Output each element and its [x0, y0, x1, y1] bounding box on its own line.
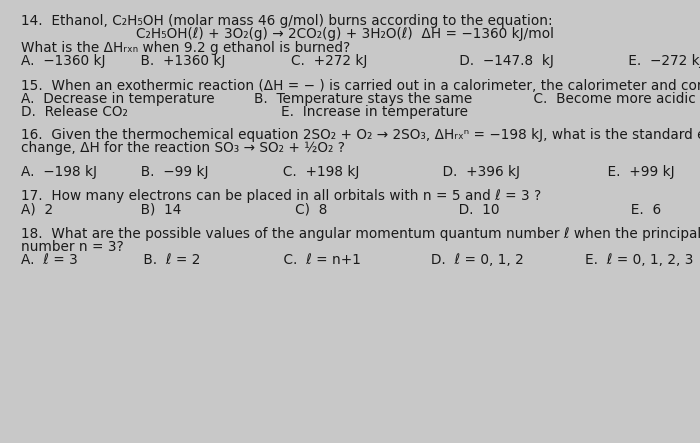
Text: A.  −198 kJ          B.  −99 kJ                 C.  +198 kJ                   D.: A. −198 kJ B. −99 kJ C. +198 kJ D. [21, 165, 675, 179]
Text: change, ΔH for the reaction SO₃ → SO₂ + ½O₂ ?: change, ΔH for the reaction SO₃ → SO₂ + … [21, 141, 345, 155]
Text: A.  −1360 kJ        B.  +1360 kJ               C.  +272 kJ                     D: A. −1360 kJ B. +1360 kJ C. +272 kJ D [21, 54, 700, 68]
Text: What is the ΔHᵣₓₙ when 9.2 g ethanol is burned?: What is the ΔHᵣₓₙ when 9.2 g ethanol is … [21, 41, 350, 55]
Text: number n = 3?: number n = 3? [21, 240, 124, 254]
Text: 15.  When an exothermic reaction (ΔH = − ) is carried out in a calorimeter, the : 15. When an exothermic reaction (ΔH = − … [21, 79, 700, 93]
Text: 18.  What are the possible values of the angular momentum quantum number ℓ when : 18. What are the possible values of the … [21, 227, 700, 241]
Text: 14.  Ethanol, C₂H₅OH (molar mass 46 g/mol) burns according to the equation:: 14. Ethanol, C₂H₅OH (molar mass 46 g/mol… [21, 14, 552, 28]
Text: D.  Release CO₂                                   E.  Increase in temperature: D. Release CO₂ E. Increase in temperatur… [21, 105, 468, 119]
Text: A)  2                    B)  14                          C)  8                  : A) 2 B) 14 C) 8 [21, 202, 661, 217]
Text: 16.  Given the thermochemical equation 2SO₂ + O₂ → 2SO₃, ΔHᵣₓⁿ = −198 kJ, what i: 16. Given the thermochemical equation 2S… [21, 128, 700, 143]
Text: C₂H₅OH(ℓ) + 3O₂(g) → 2CO₂(g) + 3H₂O(ℓ)  ΔH = −1360 kJ/mol: C₂H₅OH(ℓ) + 3O₂(g) → 2CO₂(g) + 3H₂O(ℓ) Δ… [136, 27, 554, 42]
Text: A.  Decrease in temperature         B.  Temperature stays the same              : A. Decrease in temperature B. Temperatur… [21, 92, 696, 106]
Text: A.  ℓ = 3               B.  ℓ = 2                   C.  ℓ = n+1                D: A. ℓ = 3 B. ℓ = 2 C. ℓ = n+1 D [21, 253, 694, 267]
Text: 17.  How many electrons can be placed in all orbitals with n = 5 and ℓ = 3 ?: 17. How many electrons can be placed in … [21, 189, 541, 203]
